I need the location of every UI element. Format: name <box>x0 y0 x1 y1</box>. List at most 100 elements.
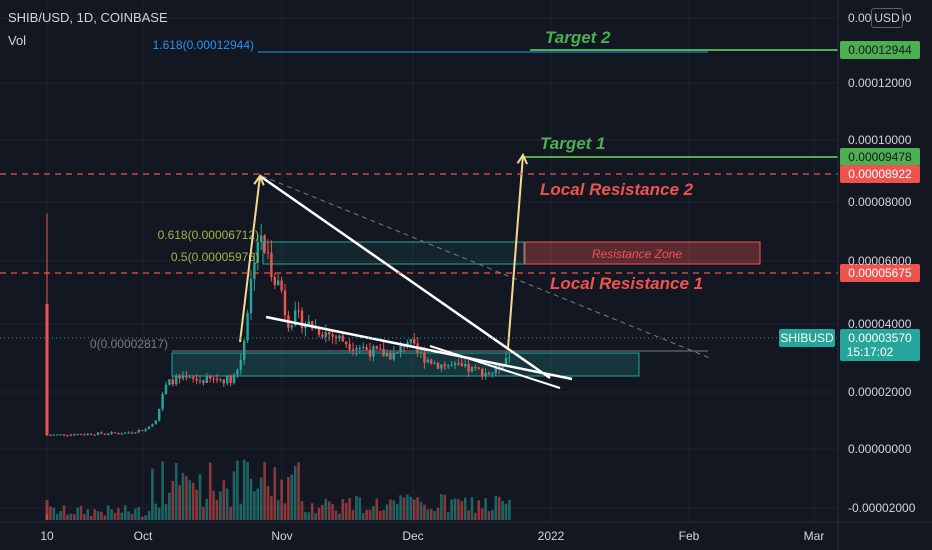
candle <box>368 342 372 361</box>
candle <box>181 371 185 381</box>
x-tick-label: Nov <box>271 529 292 543</box>
target-level-label: Target 2 <box>545 28 611 47</box>
volume-bar <box>134 508 137 520</box>
volume-bar <box>423 504 426 520</box>
fib-level-label: 0(0.00002817) <box>90 337 168 351</box>
volume-bar <box>375 498 379 520</box>
volume-bar <box>378 510 382 520</box>
volume-bar <box>178 485 181 520</box>
candle <box>141 430 144 432</box>
candle <box>246 309 249 344</box>
volume-bar <box>273 467 277 520</box>
ticker-tag-text: SHIBUSD <box>780 331 834 345</box>
x-tick-label: 2022 <box>538 529 565 543</box>
candle <box>385 349 389 358</box>
candle <box>328 330 331 342</box>
volume-bar <box>93 509 96 520</box>
candle <box>389 350 392 360</box>
volume-label: Vol <box>8 33 27 48</box>
candle <box>158 408 161 422</box>
volume-bar <box>236 460 239 520</box>
symbol-title: SHIB/USD, 1D, COINBASE <box>8 10 168 25</box>
volume-bar <box>508 499 511 520</box>
target-level-label: Target 1 <box>540 134 606 153</box>
candle <box>263 234 266 255</box>
volume-bar <box>113 512 117 520</box>
volume-bar <box>341 499 345 520</box>
candle <box>49 434 52 436</box>
volume-bar <box>270 495 273 520</box>
volume-bar <box>191 482 195 520</box>
candle <box>443 361 446 371</box>
candle <box>178 373 181 384</box>
candle <box>491 371 494 378</box>
candle <box>300 307 304 334</box>
volume-bar <box>484 498 487 520</box>
candle <box>59 434 62 436</box>
volume-bar <box>433 511 436 520</box>
candle <box>161 392 164 412</box>
price-tag <box>840 165 920 183</box>
candle <box>341 333 344 342</box>
candle <box>297 301 300 319</box>
volume-bar <box>297 462 300 520</box>
fib-zone <box>262 241 526 265</box>
candle <box>324 324 327 343</box>
volume-bar <box>304 511 307 520</box>
volume-bar <box>59 511 62 520</box>
candle <box>215 374 219 384</box>
candle <box>76 433 79 436</box>
volume-bar <box>157 507 161 520</box>
candle <box>334 334 338 345</box>
candle <box>273 272 276 290</box>
volume-bar <box>409 496 413 520</box>
volume-bar <box>446 512 450 520</box>
volume-bar <box>290 474 294 520</box>
volume-bar <box>253 491 256 520</box>
candle <box>209 374 212 383</box>
volume-bar <box>117 508 120 520</box>
x-tick-label: Oct <box>134 529 153 543</box>
candle <box>205 373 208 384</box>
volume-bar <box>501 500 504 520</box>
volume-bar <box>402 497 406 520</box>
volume-bar <box>263 461 266 520</box>
volume-bar <box>202 506 205 520</box>
volume-bar <box>474 512 477 520</box>
wedge-support-line <box>429 345 561 389</box>
candle <box>73 433 76 436</box>
volume-bar <box>280 479 283 520</box>
candle <box>426 357 429 364</box>
volume-bar <box>164 504 168 520</box>
breakout-arrow <box>507 154 524 349</box>
candle <box>90 433 93 436</box>
volume-bar <box>256 488 260 520</box>
volume-bar <box>137 507 141 520</box>
volume-bar <box>239 503 243 520</box>
candle <box>66 434 69 437</box>
candle <box>256 233 259 271</box>
candle <box>229 374 232 387</box>
fib-level-label: 1.618(0.00012944) <box>153 38 254 52</box>
volume-bar <box>55 514 59 520</box>
x-tick-label: Feb <box>679 529 700 543</box>
y-tick-label: 0.00002000 <box>848 385 912 399</box>
candle <box>464 357 467 368</box>
volume-bar <box>276 500 280 520</box>
volume-bar <box>242 459 246 520</box>
volume-bar <box>450 499 453 520</box>
candle <box>120 432 123 435</box>
y-tick-label: 0.00004000 <box>848 317 912 331</box>
candle <box>151 423 154 427</box>
volume-bar <box>86 509 90 520</box>
y-tick-label: 0.00000000 <box>848 442 912 456</box>
volume-bar <box>460 500 464 520</box>
candle <box>103 433 106 436</box>
volume-bar <box>392 500 396 520</box>
volume-bar <box>100 511 103 520</box>
volume-bar <box>188 480 192 520</box>
candle <box>45 303 49 436</box>
currency-button[interactable]: USD <box>871 8 903 28</box>
